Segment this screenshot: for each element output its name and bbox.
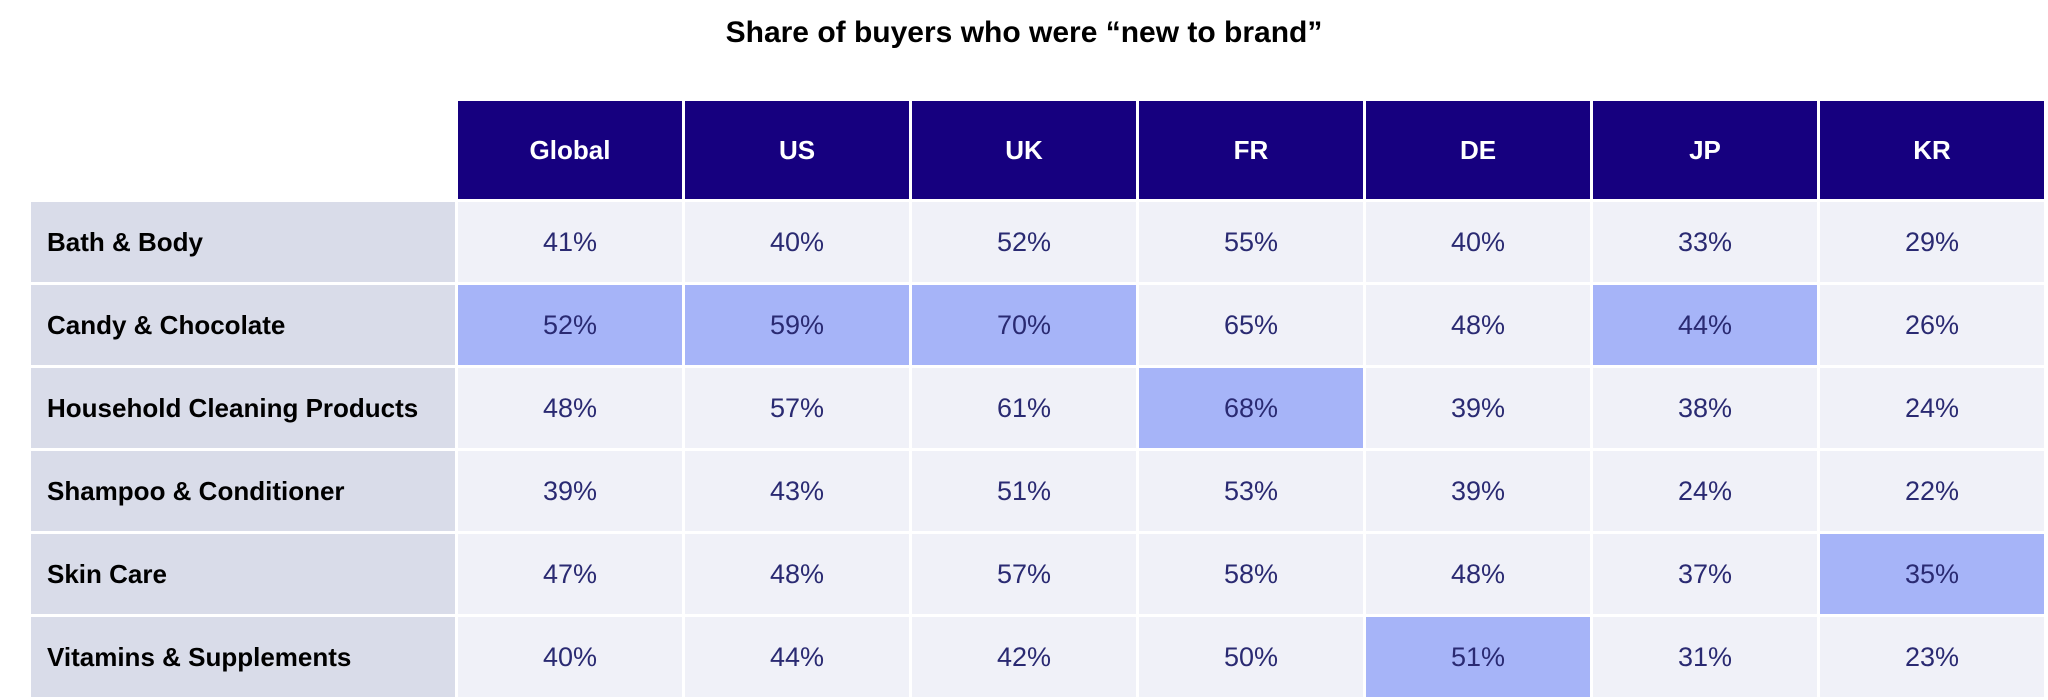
table-row: Bath & Body 41% 40% 52% 55% 40% 33% 29% — [31, 202, 2044, 282]
row-label: Shampoo & Conditioner — [31, 451, 455, 531]
value-cell: 58% — [1139, 534, 1363, 614]
row-label: Household Cleaning Products — [31, 368, 455, 448]
value-cell: 39% — [1366, 368, 1590, 448]
value-cell: 44% — [685, 617, 909, 697]
row-label: Bath & Body — [31, 202, 455, 282]
value-cell: 31% — [1593, 617, 1817, 697]
value-cell: 53% — [1139, 451, 1363, 531]
value-cell: 52% — [458, 285, 682, 365]
value-cell: 55% — [1139, 202, 1363, 282]
value-cell: 68% — [1139, 368, 1363, 448]
value-cell: 44% — [1593, 285, 1817, 365]
value-cell: 70% — [912, 285, 1136, 365]
value-cell: 29% — [1820, 202, 2044, 282]
value-cell: 41% — [458, 202, 682, 282]
value-cell: 38% — [1593, 368, 1817, 448]
column-header-uk: UK — [912, 101, 1136, 199]
value-cell: 48% — [1366, 534, 1590, 614]
value-cell: 37% — [1593, 534, 1817, 614]
value-cell: 51% — [912, 451, 1136, 531]
value-cell: 40% — [1366, 202, 1590, 282]
value-cell: 47% — [458, 534, 682, 614]
value-cell: 40% — [458, 617, 682, 697]
value-cell: 23% — [1820, 617, 2044, 697]
value-cell: 48% — [685, 534, 909, 614]
value-cell: 40% — [685, 202, 909, 282]
value-cell: 24% — [1593, 451, 1817, 531]
value-cell: 50% — [1139, 617, 1363, 697]
row-label: Vitamins & Supplements — [31, 617, 455, 697]
value-cell: 33% — [1593, 202, 1817, 282]
table-row: Vitamins & Supplements 40% 44% 42% 50% 51% 31%… — [31, 617, 2044, 697]
value-cell: 61% — [912, 368, 1136, 448]
value-cell: 26% — [1820, 285, 2044, 365]
value-cell: 39% — [1366, 451, 1590, 531]
column-header-fr: FR — [1139, 101, 1363, 199]
table-row: Candy & Chocolate 52% 59% 70% 65% 48% 44% 26% — [31, 285, 2044, 365]
row-label: Candy & Chocolate — [31, 285, 455, 365]
column-header-global: Global — [458, 101, 682, 199]
value-cell: 48% — [1366, 285, 1590, 365]
value-cell: 48% — [458, 368, 682, 448]
table-row: Skin Care 47% 48% 57% 58% 48% 37% 35% — [31, 534, 2044, 614]
column-header-de: DE — [1366, 101, 1590, 199]
value-cell: 57% — [912, 534, 1136, 614]
table-row: Shampoo & Conditioner 39% 43% 51% 53% 39% 24% 2… — [31, 451, 2044, 531]
value-cell: 24% — [1820, 368, 2044, 448]
value-cell: 39% — [458, 451, 682, 531]
table-row: Household Cleaning Products 48% 57% 61% 68% 3… — [31, 368, 2044, 448]
value-cell: 59% — [685, 285, 909, 365]
corner-cell — [31, 101, 455, 199]
value-cell: 57% — [685, 368, 909, 448]
column-header-us: US — [685, 101, 909, 199]
value-cell: 65% — [1139, 285, 1363, 365]
data-table: Global US UK FR DE JP KR Bath & Body 41% 40% 52% 5… — [28, 98, 2047, 700]
value-cell: 42% — [912, 617, 1136, 697]
value-cell: 51% — [1366, 617, 1590, 697]
row-label: Skin Care — [31, 534, 455, 614]
value-cell: 22% — [1820, 451, 2044, 531]
column-header-jp: JP — [1593, 101, 1817, 199]
table-title: Share of buyers who were “new to brand” — [725, 16, 1323, 49]
value-cell: 35% — [1820, 534, 2044, 614]
column-header-kr: KR — [1820, 101, 2044, 199]
header-row: Global US UK FR DE JP KR — [31, 101, 2044, 199]
value-cell: 43% — [685, 451, 909, 531]
value-cell: 52% — [912, 202, 1136, 282]
